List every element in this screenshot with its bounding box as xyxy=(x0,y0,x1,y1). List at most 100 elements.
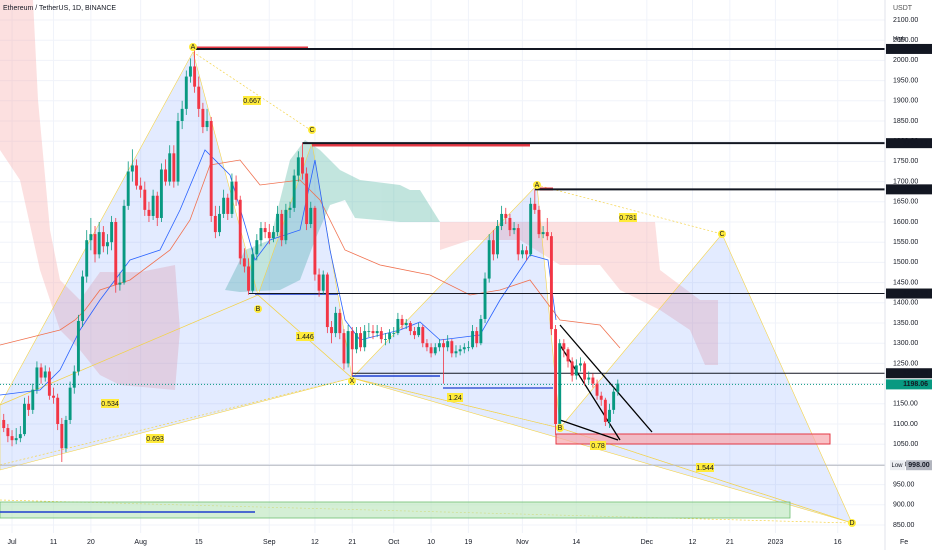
candle-body xyxy=(417,327,421,336)
ratio-line xyxy=(0,377,353,466)
label-box xyxy=(146,434,164,443)
candle-body xyxy=(383,339,387,340)
y-tick-label: 2000.00 xyxy=(893,57,918,64)
candle-body xyxy=(574,365,578,376)
y-tick-label: 2050.00 xyxy=(893,37,918,44)
y-tick-label: 1900.00 xyxy=(893,98,918,105)
x-tick-label: Aug xyxy=(134,539,147,546)
candle-body xyxy=(114,222,118,285)
candle-body xyxy=(442,343,445,348)
y-tick-label: 1050.00 xyxy=(893,441,918,448)
candle-body xyxy=(570,361,574,376)
ratio-lines xyxy=(0,51,853,524)
candle-body xyxy=(126,171,130,206)
ratio-label: 0.693 xyxy=(146,434,164,443)
candle-body xyxy=(155,195,159,218)
cloud xyxy=(0,0,718,390)
point-text: B xyxy=(256,306,261,313)
candle-body xyxy=(587,377,591,380)
candle-body xyxy=(483,278,487,319)
ratio-text: 1.24 xyxy=(448,395,462,402)
candle-body xyxy=(56,397,60,425)
ratio-text: 0.781 xyxy=(619,215,637,222)
candle-body xyxy=(350,331,354,350)
chart-title: Ethereum / TetherUS, 1D, BINANCE xyxy=(3,5,116,12)
candle-body xyxy=(213,215,217,233)
ratio-text: 1.544 xyxy=(696,465,714,472)
point-label: A xyxy=(189,43,197,51)
candle-body xyxy=(251,254,255,291)
candle-body xyxy=(238,199,242,259)
candle-body xyxy=(143,189,147,210)
candle-body xyxy=(72,371,76,388)
candle-body xyxy=(371,331,375,334)
candle-body xyxy=(545,232,549,237)
point-dot xyxy=(556,424,564,432)
candle-body xyxy=(64,419,68,449)
y-tick-label: 1350.00 xyxy=(893,320,918,327)
candle-body xyxy=(101,232,105,247)
ratio-label: 1.544 xyxy=(696,463,714,472)
annotations: 0.667 0.534 0.693 1.446 0.781 1.24 0.78 … xyxy=(101,43,856,527)
price-tag-label: 1680.82 xyxy=(903,186,928,193)
candle-body xyxy=(184,76,188,109)
y-tick-label: 1750.00 xyxy=(893,158,918,165)
point-dot xyxy=(718,230,726,238)
candle-body xyxy=(242,258,246,267)
candle-body xyxy=(616,383,620,392)
x-tick-label: 19 xyxy=(465,539,473,546)
candle-body xyxy=(172,153,176,182)
candle-body xyxy=(458,349,462,352)
price-tag xyxy=(886,379,932,390)
price-axis xyxy=(885,0,932,550)
point-text: C xyxy=(309,127,314,134)
candle-body xyxy=(276,213,280,233)
candles xyxy=(2,48,620,462)
label-box xyxy=(101,399,119,408)
candle-body xyxy=(135,165,138,186)
label-box xyxy=(243,96,261,105)
candle-body xyxy=(437,343,441,348)
price-tag xyxy=(886,138,932,149)
y-tick-label: 1650.00 xyxy=(893,199,918,206)
y-tick-label: 900.00 xyxy=(893,502,915,509)
y-tick-label: 1850.00 xyxy=(893,118,918,125)
candle-body xyxy=(433,347,437,354)
candle-body xyxy=(168,153,172,182)
y-tick-label: 1700.00 xyxy=(893,178,918,185)
candle-body xyxy=(429,347,433,354)
harmonic-pattern xyxy=(0,51,853,524)
candle-body xyxy=(325,274,329,328)
candle-body xyxy=(280,213,284,241)
candle-body xyxy=(164,169,168,182)
candle-body xyxy=(516,228,520,255)
point-dot xyxy=(254,305,262,313)
candle-body xyxy=(176,121,180,182)
candle-body xyxy=(346,331,350,364)
ratio-label: 0.78 xyxy=(590,441,606,450)
candle-body xyxy=(255,240,259,255)
candle-body xyxy=(549,236,553,330)
y-tick-label: 1600.00 xyxy=(893,219,918,226)
candle-body xyxy=(413,331,416,336)
grid xyxy=(0,0,885,533)
point-label: C xyxy=(308,126,316,134)
y-tick-label: 850.00 xyxy=(893,522,915,529)
candle-body xyxy=(330,327,333,334)
candle-body xyxy=(284,209,288,241)
candle-body xyxy=(89,234,93,241)
candle-body xyxy=(35,367,39,390)
candle-body xyxy=(475,331,479,344)
y-tick-label: 1500.00 xyxy=(893,259,918,266)
x-tick-label: 12 xyxy=(311,539,319,546)
price-tag xyxy=(906,460,932,471)
candle-body xyxy=(147,209,151,216)
y-tick-label: 1250.00 xyxy=(893,360,918,367)
candle-body xyxy=(209,121,213,216)
candle-body xyxy=(400,318,404,326)
candle-body xyxy=(118,282,122,285)
candle-body xyxy=(491,240,495,255)
candle-body xyxy=(454,351,458,354)
price-tag xyxy=(886,288,932,299)
candle-body xyxy=(226,197,230,214)
